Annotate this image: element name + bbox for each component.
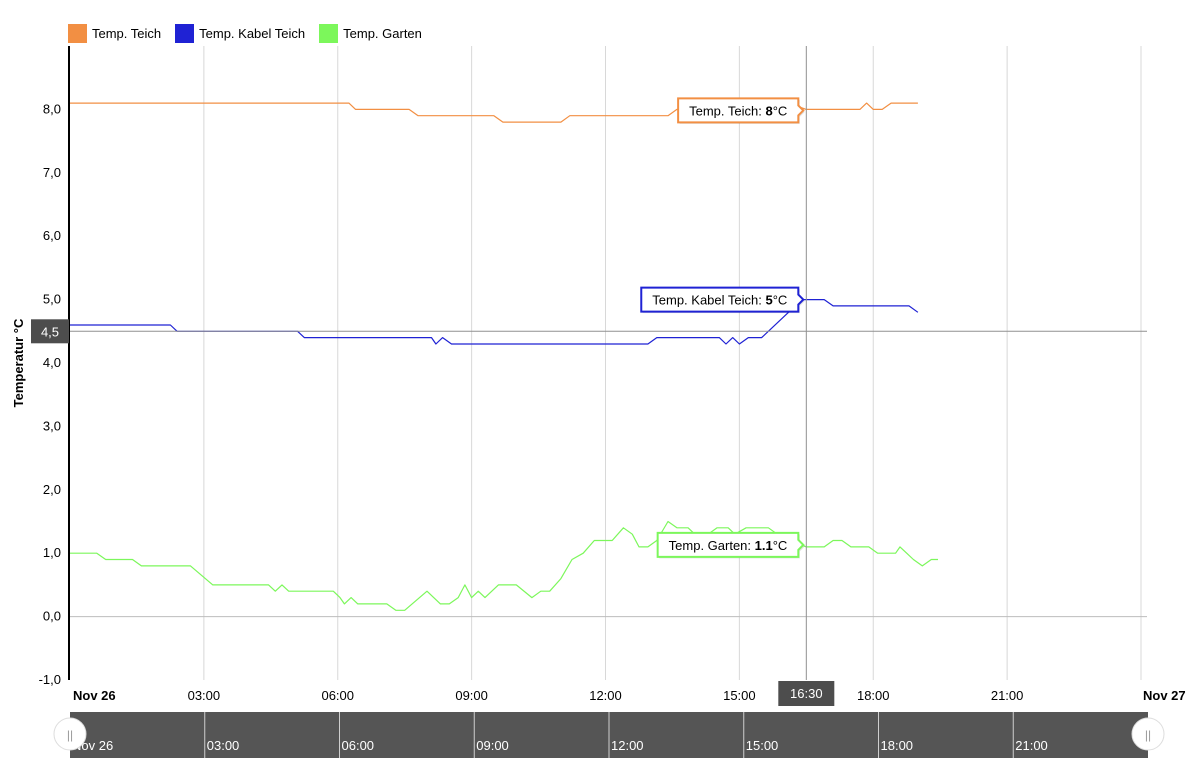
tooltip-1: Temp. Kabel Teich: 5°C [640,286,805,314]
navigator-tick-label: 18:00 [881,738,914,753]
handle-grip-icon: || [1145,728,1151,742]
tooltip-unit: °C [773,103,788,118]
tooltip-box [656,531,805,558]
axis-layer: -1,0 0,0 1,0 2,0 3,0 4,0 5,0 6,0 7,0 8,0 Temperatu… [11,46,1186,703]
y-tick-label: 7,0 [43,165,61,180]
series-line-2 [70,520,938,611]
navigator-tick-label: 06:00 [342,738,375,753]
tooltip-text: Temp. Kabel Teich: 5°C [652,293,787,308]
navigator-tick-label: 09:00 [476,738,509,753]
tooltip-box [677,97,805,124]
tooltip-unit: °C [773,538,788,553]
navigator-tick-label: 03:00 [207,738,240,753]
tooltip-text: Temp. Garten: 1.1°C [669,538,788,553]
y-tick-label: 3,0 [43,418,61,433]
navigator-tick-label: 12:00 [611,738,644,753]
legend-swatch [319,23,339,43]
crosshair-y-label: 4,5 [41,324,59,339]
legend-label: Temp. Garten [343,25,422,41]
x-tick-label: 09:00 [455,688,488,703]
chart-legend: Temp. Teich Temp. Kabel Teich Temp. Garten [68,22,436,44]
series-layer [70,102,938,611]
grid-layer [70,46,1147,680]
tooltip-value: 1.1 [755,538,773,553]
tooltip-label: Temp. Garten: [669,538,755,553]
legend-label: Temp. Teich [92,25,162,41]
x-tick-label: 06:00 [321,688,354,703]
series-line-1 [70,299,919,345]
y-tick-label: 6,0 [43,228,61,243]
navigator-tick-label: 21:00 [1015,738,1048,753]
tooltip-label: Temp. Kabel Teich: [652,293,765,308]
tooltip-0: Temp. Teich: 8°C [677,97,805,124]
y-tick-label: 0,0 [43,609,61,624]
legend-label: Temp. Kabel Teich [199,25,306,41]
y-tick-label: 5,0 [43,292,61,307]
navigator-right-handle[interactable]: || [1131,717,1165,751]
tooltip-text: Temp. Teich: 8°C [689,103,787,118]
legend-item-0[interactable]: Temp. Teich [68,23,162,43]
x-tick-label: 15:00 [723,688,756,703]
tooltip-label: Temp. Teich: [689,103,765,118]
x-tick-label: 21:00 [991,688,1024,703]
y-tick-label: -1,0 [39,672,61,687]
tooltip-value: 5 [765,293,772,308]
crosshair-layer: 4,5 16:30 [31,46,1147,706]
navigator-tick-label: 15:00 [746,738,779,753]
y-tick-label: 2,0 [43,482,61,497]
y-axis-title: Temperatur °C [11,318,26,407]
series-line-0 [70,102,918,123]
handle-circle [1131,717,1165,751]
tooltip-unit: °C [773,293,788,308]
y-tick-label: 1,0 [43,545,61,560]
navigator-left-handle[interactable]: || [53,717,87,751]
crosshair-x-label-box [778,681,835,706]
x-tick-label: 12:00 [589,688,622,703]
x-tick-label: Nov 27 [1143,688,1186,703]
x-tick-label: Nov 26 [73,688,116,703]
tooltip-value: 8 [765,103,772,118]
legend-swatch [68,23,87,43]
legend-item-2[interactable]: Temp. Garten [319,23,422,43]
tooltip-2: Temp. Garten: 1.1°C [656,531,805,559]
y-tick-label: 4,0 [43,355,61,370]
tooltip-box [640,286,805,313]
x-tick-label: 18:00 [857,688,890,703]
handle-grip-icon: || [67,728,73,742]
x-tick-label: 03:00 [188,688,221,703]
crosshair-x-label: 16:30 [790,686,823,701]
legend-swatch [175,23,195,43]
crosshair-y-label-box [31,319,69,344]
handle-circle [53,717,87,751]
legend-item-1[interactable]: Temp. Kabel Teich [175,23,306,43]
navigator[interactable]: Nov 26 03:00 06:00 09:00 12:00 15:00 18:00 21:0… [53,712,1165,758]
y-tick-label: 8,0 [43,101,61,116]
